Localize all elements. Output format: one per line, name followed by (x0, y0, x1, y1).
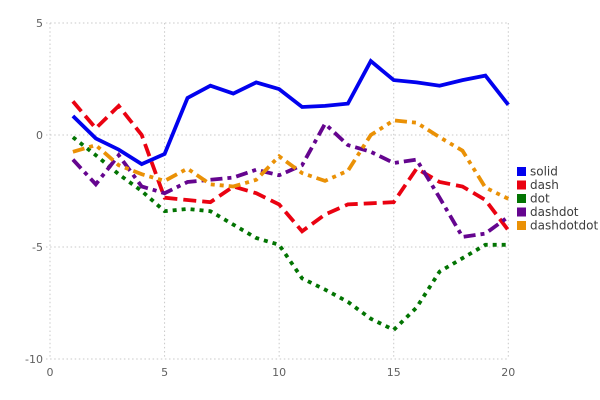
series-line-dash (71, 100, 510, 234)
legend-entry-dash: dash (517, 178, 559, 192)
legend-label-dashdot: dashdot (530, 205, 579, 219)
legend-label-dot: dot (530, 192, 550, 206)
x-tick-label: 15 (387, 366, 401, 379)
series-line-dot (71, 135, 509, 333)
x-tick-label: 10 (272, 366, 286, 379)
x-tick-label: 0 (47, 366, 54, 379)
grid (46, 22, 509, 360)
y-tick-label: -5 (32, 241, 43, 254)
legend-entry-solid: solid (517, 165, 558, 179)
y-axis-tick-labels: -10 -5 0 5 (25, 17, 43, 366)
legend-entry-dashdot: dashdot (517, 205, 579, 219)
y-tick-label: 5 (36, 17, 43, 30)
legend-entry-dot: dot (517, 192, 550, 206)
series-line-solid (71, 58, 510, 167)
y-tick-label: -10 (25, 353, 43, 366)
x-tick-label: 5 (161, 366, 168, 379)
legend-marker-dot (517, 194, 526, 203)
y-tick-label: 0 (36, 129, 43, 142)
legend-entry-dashdotdot: dashdotdot (517, 219, 598, 233)
x-tick-label: 20 (501, 366, 515, 379)
legend-marker-dashdotdot (517, 221, 526, 230)
legend-label-dashdotdot: dashdotdot (530, 219, 598, 233)
series-line-dashdot (71, 120, 510, 239)
legend-label-solid: solid (530, 165, 558, 179)
legend-marker-dash (517, 180, 526, 190)
legend-label-dash: dash (530, 178, 559, 192)
x-axis-tick-labels: 0 5 10 15 20 (47, 366, 516, 379)
legend-marker-solid (517, 167, 526, 176)
legend-marker-dashdot (517, 207, 526, 217)
series-line-dashdotdot (72, 118, 510, 201)
